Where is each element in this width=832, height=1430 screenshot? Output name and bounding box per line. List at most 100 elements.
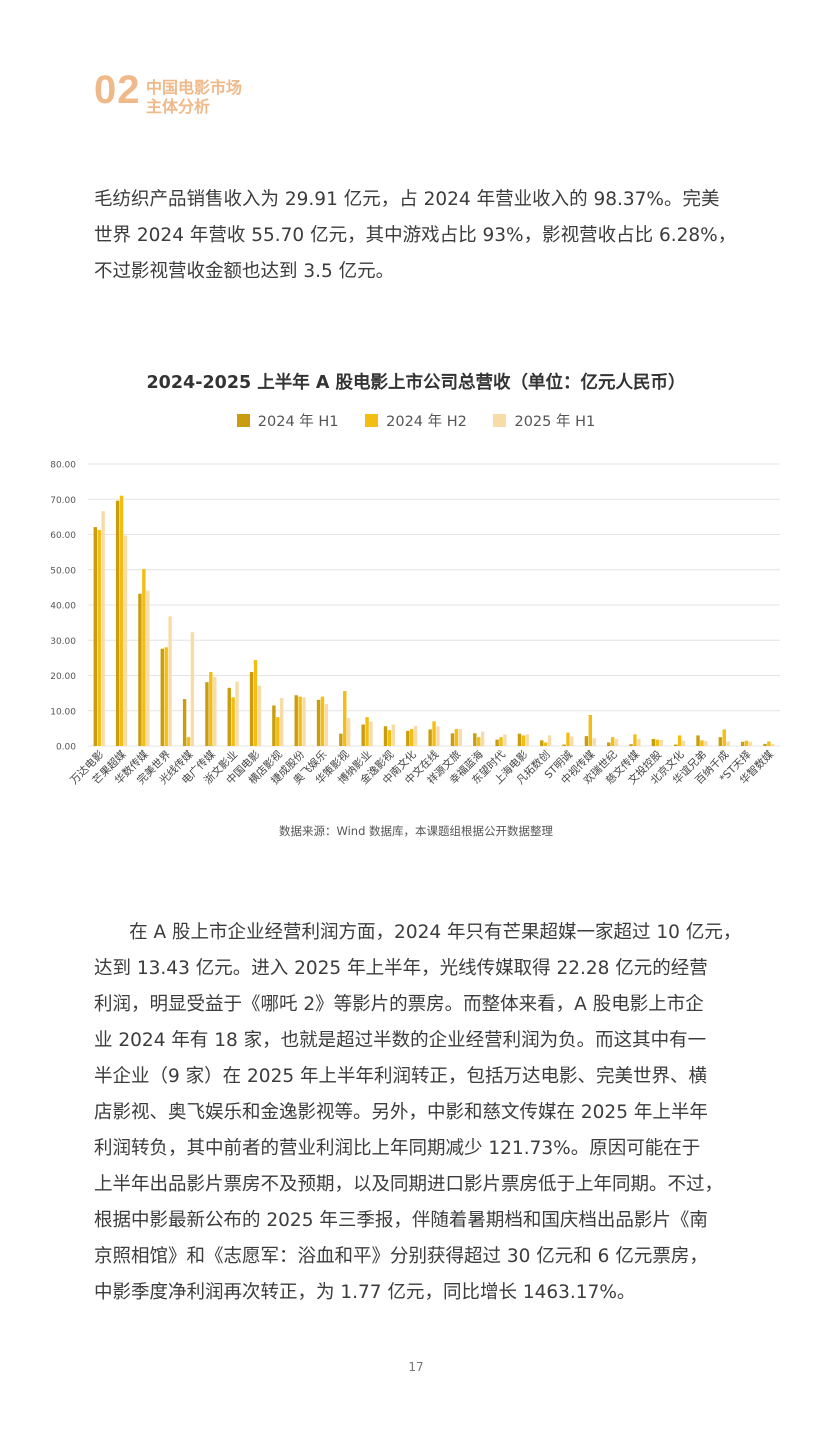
bar	[324, 704, 329, 746]
bar	[659, 740, 663, 746]
bar	[298, 696, 302, 746]
legend-item: 2024 年 H1	[236, 410, 339, 431]
bar	[209, 671, 213, 746]
paragraph-line: 店影视、奥飞娱乐和金逸影视等。另外，中影和慈文传媒在 2025 年上半年	[94, 1102, 708, 1123]
bar	[164, 647, 168, 746]
bar	[249, 671, 254, 746]
bar	[316, 699, 321, 746]
bar	[276, 717, 280, 746]
legend-swatch	[493, 414, 507, 427]
bar	[543, 742, 548, 746]
bar	[718, 737, 723, 746]
y-tick-label: 30.00	[50, 637, 76, 647]
legend-label: 2024 年 H1	[257, 414, 339, 430]
bar	[365, 717, 369, 746]
bar	[570, 736, 574, 746]
bar	[383, 726, 388, 746]
bar	[413, 725, 418, 746]
bar	[213, 676, 217, 746]
bar	[696, 735, 700, 746]
bar	[763, 743, 767, 746]
bar	[480, 731, 485, 746]
bar	[115, 500, 120, 746]
bar	[473, 733, 477, 746]
bar	[499, 737, 503, 746]
bar	[343, 691, 347, 746]
paragraph-line: 上半年出品影片票房不及预期，以及同期进口影片票房低于上年同期。不过，	[94, 1174, 724, 1195]
bar	[361, 724, 365, 746]
bar	[253, 659, 258, 746]
bar	[101, 511, 105, 746]
bar	[454, 729, 459, 746]
legend-swatch	[365, 414, 379, 427]
paragraph-line: 利润，明显受益于《哪吒 2》等影片的票房。而整体来看，A 股电影上市企	[94, 994, 704, 1015]
section-number: 02	[94, 68, 141, 112]
legend-swatch	[236, 414, 250, 427]
bar	[182, 699, 187, 746]
y-tick-label: 50.00	[50, 566, 76, 576]
bar	[387, 730, 392, 746]
chart-legend: 2024 年 H1 2024 年 H2 2025 年 H1	[0, 410, 832, 431]
bar	[607, 742, 611, 746]
bar	[547, 735, 552, 746]
source-note: 数据来源：Wind 数据库，本课题组根据公开数据整理	[278, 824, 554, 838]
bar	[681, 740, 686, 746]
legend-item: 2025 年 H1	[493, 410, 595, 431]
bar	[458, 729, 462, 746]
bar	[495, 739, 499, 746]
revenue-bar-chart: 0.00 10.00 20.00 30.00 40.00 50.00 60.00 70.00 8…	[50, 461, 780, 787]
chart-title: 2024-2025 上半年 A 股电影上市公司总营收（单位：亿元人民币）	[146, 373, 686, 393]
paragraph-line: 不过影视营收金额也达到 3.5 亿元。	[94, 261, 395, 282]
bar	[279, 698, 284, 746]
bar	[369, 721, 373, 746]
paragraph-line: 半企业（9 家）在 2025 年上半年利润转正，包括万达电影、完美世界、横	[94, 1066, 707, 1087]
bar	[588, 714, 593, 746]
bar	[726, 741, 730, 746]
bar	[503, 734, 507, 746]
bar	[651, 738, 656, 746]
intro-paragraph: 毛纺织产品销售收入为 29.91 亿元，占 2024 年营业收入的 98.37%…	[94, 182, 744, 290]
bar	[610, 737, 615, 746]
bar	[235, 681, 239, 746]
bar	[97, 529, 101, 746]
section-title-line2: 主体分析	[146, 97, 211, 116]
bar	[748, 741, 753, 746]
bar	[190, 632, 195, 746]
paragraph-line: 利润转负，其中前者的营业利润比上年同期减少 121.73%。原因可能在于	[94, 1138, 701, 1159]
y-tick-label: 0.00	[56, 743, 76, 753]
bar	[521, 735, 526, 746]
bar	[406, 730, 410, 746]
bar	[740, 741, 745, 746]
paragraph-line: 毛纺织产品销售收入为 29.91 亿元，占 2024 年营业收入的 98.37%…	[94, 189, 720, 210]
bar	[637, 738, 641, 746]
bar	[744, 740, 749, 746]
bar	[302, 697, 306, 746]
bar	[142, 569, 146, 746]
bar	[123, 535, 128, 746]
bar	[346, 718, 351, 746]
bar	[633, 734, 637, 746]
bar	[227, 687, 231, 746]
y-tick-label: 20.00	[50, 672, 76, 682]
bar	[450, 733, 455, 746]
bar	[428, 729, 432, 746]
bar	[436, 726, 440, 746]
bar	[614, 738, 619, 746]
bar	[722, 729, 726, 746]
bar	[673, 744, 678, 746]
legend-label: 2024 年 H2	[386, 414, 467, 430]
y-tick-label: 10.00	[50, 707, 76, 717]
bar	[767, 741, 771, 746]
bar	[540, 740, 544, 746]
bar	[771, 743, 775, 746]
legend-item: 2024 年 H2	[365, 410, 467, 431]
bar	[592, 738, 596, 746]
y-tick-label: 80.00	[50, 461, 76, 471]
bar	[629, 744, 633, 746]
page-number: 17	[408, 1360, 424, 1374]
bar	[168, 616, 172, 746]
bar	[186, 737, 191, 746]
paragraph-line: 达到 13.43 亿元。进入 2025 年上半年，光线传媒取得 22.28 亿元…	[94, 958, 708, 979]
bar	[294, 695, 298, 746]
bar	[146, 590, 150, 746]
